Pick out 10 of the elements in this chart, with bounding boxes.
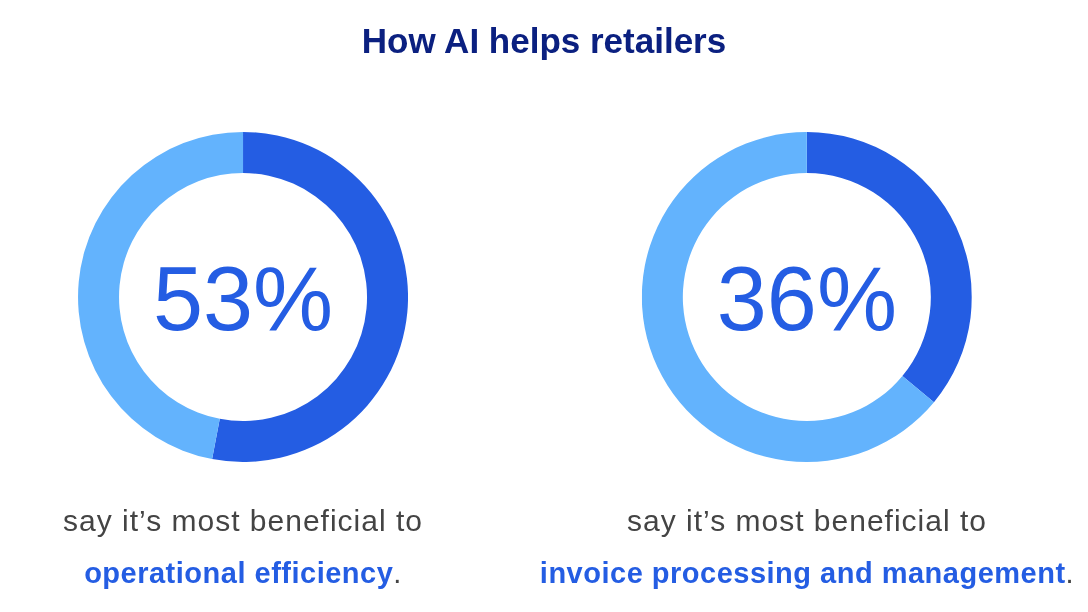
text: say it’s most beneficial to: [627, 503, 987, 539]
text: 36%: [716, 249, 898, 349]
text: .: [1065, 557, 1075, 589]
text: How AI helps retailers: [360, 21, 728, 61]
text: invoice processing and management: [539, 557, 1066, 589]
text: say it’s most beneficial to: [63, 503, 423, 539]
text: .: [393, 557, 402, 589]
text: 53%: [152, 249, 334, 349]
text: operational efficiency: [84, 557, 394, 589]
donut-slice: [642, 132, 935, 462]
